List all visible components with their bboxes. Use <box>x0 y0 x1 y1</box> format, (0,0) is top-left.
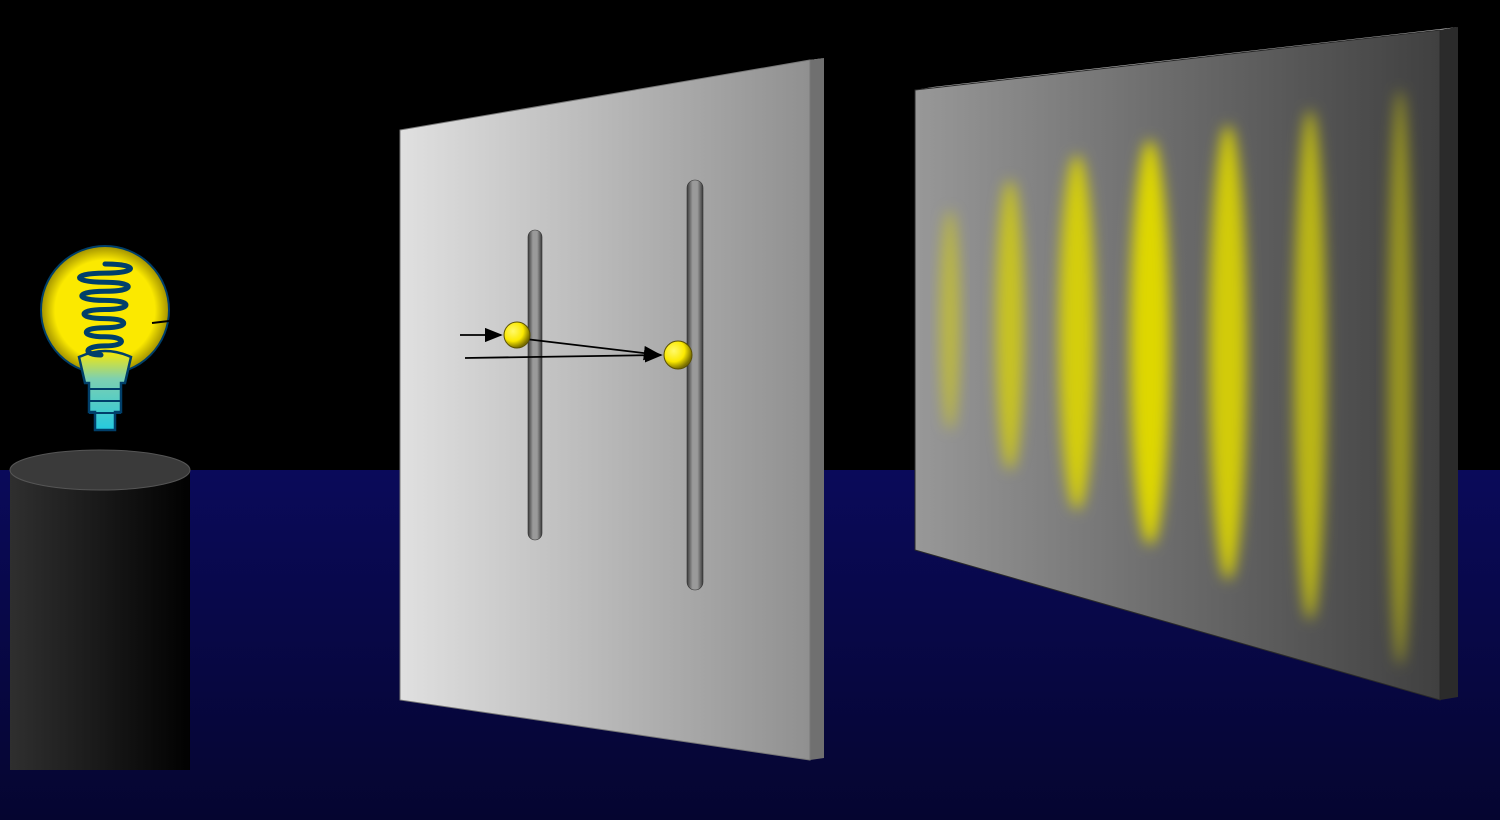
photon-2 <box>664 341 692 369</box>
pedestal-top <box>10 450 190 490</box>
slit-1 <box>528 230 542 540</box>
pedestal-body <box>10 470 190 770</box>
interference-fringe-7 <box>1388 90 1412 665</box>
slit-screen-face <box>400 60 810 760</box>
interference-fringe-2 <box>996 180 1024 470</box>
interference-fringe-5 <box>1209 125 1247 580</box>
interference-fringe-1 <box>940 210 960 430</box>
interference-fringe-4 <box>1130 140 1170 545</box>
interference-fringe-3 <box>1059 155 1095 510</box>
detector-right-edge <box>1440 27 1458 700</box>
interference-fringe-6 <box>1294 110 1326 620</box>
photon-1 <box>504 322 530 348</box>
double-slit-diagram <box>0 0 1500 820</box>
slit-screen-right-edge <box>810 58 824 760</box>
slit-2 <box>687 180 703 590</box>
